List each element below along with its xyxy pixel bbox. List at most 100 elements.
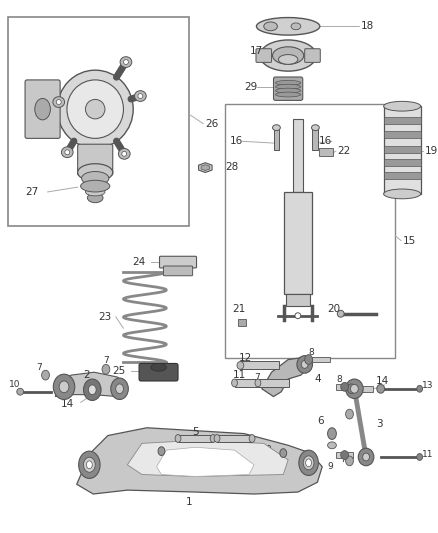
Ellipse shape xyxy=(346,379,363,399)
Text: 3: 3 xyxy=(376,419,382,429)
Ellipse shape xyxy=(17,389,24,395)
Ellipse shape xyxy=(297,356,312,373)
Ellipse shape xyxy=(417,454,423,461)
Ellipse shape xyxy=(134,91,146,101)
Bar xyxy=(384,106,420,194)
Ellipse shape xyxy=(276,84,301,89)
Bar xyxy=(384,159,420,166)
Polygon shape xyxy=(201,165,209,171)
Ellipse shape xyxy=(111,378,128,400)
Ellipse shape xyxy=(102,365,110,374)
Bar xyxy=(312,128,318,150)
Text: 9: 9 xyxy=(266,445,272,454)
FancyBboxPatch shape xyxy=(139,364,178,381)
Bar xyxy=(284,192,311,294)
Polygon shape xyxy=(262,358,311,397)
Ellipse shape xyxy=(337,310,344,317)
Text: 11: 11 xyxy=(422,449,433,458)
FancyBboxPatch shape xyxy=(25,80,60,139)
Text: 27: 27 xyxy=(25,187,38,197)
Text: 13: 13 xyxy=(422,381,433,390)
Bar xyxy=(217,434,252,442)
Text: 11: 11 xyxy=(233,370,246,380)
Text: 7: 7 xyxy=(36,363,42,372)
Ellipse shape xyxy=(257,18,320,35)
Text: 23: 23 xyxy=(98,312,111,322)
Ellipse shape xyxy=(260,40,316,71)
Ellipse shape xyxy=(210,434,216,442)
Text: 28: 28 xyxy=(225,161,238,172)
Ellipse shape xyxy=(276,88,301,93)
Ellipse shape xyxy=(279,54,298,64)
Text: 15: 15 xyxy=(403,236,417,246)
Ellipse shape xyxy=(280,449,286,457)
Bar xyxy=(384,146,420,152)
Ellipse shape xyxy=(341,383,349,391)
Ellipse shape xyxy=(341,451,349,459)
Text: 24: 24 xyxy=(132,257,145,267)
Ellipse shape xyxy=(232,379,237,387)
Text: 8: 8 xyxy=(309,348,314,357)
Text: 21: 21 xyxy=(233,304,246,314)
Text: 29: 29 xyxy=(244,82,258,92)
Ellipse shape xyxy=(122,151,127,156)
Text: 6: 6 xyxy=(318,416,324,426)
Ellipse shape xyxy=(81,172,109,185)
Ellipse shape xyxy=(84,457,95,472)
Bar xyxy=(240,361,279,369)
Bar xyxy=(336,452,353,458)
Ellipse shape xyxy=(264,22,277,31)
Ellipse shape xyxy=(79,451,100,479)
Text: 14: 14 xyxy=(376,376,389,386)
Ellipse shape xyxy=(299,450,318,475)
Polygon shape xyxy=(55,372,127,397)
Text: 22: 22 xyxy=(337,146,350,156)
Bar xyxy=(273,128,279,150)
FancyBboxPatch shape xyxy=(256,49,272,62)
Ellipse shape xyxy=(384,189,420,199)
Ellipse shape xyxy=(350,384,358,393)
Text: 4: 4 xyxy=(314,374,321,384)
Ellipse shape xyxy=(59,381,69,393)
FancyBboxPatch shape xyxy=(163,266,193,276)
Ellipse shape xyxy=(276,80,301,85)
Bar xyxy=(178,434,213,442)
Ellipse shape xyxy=(303,456,314,470)
Ellipse shape xyxy=(88,385,96,394)
Text: 19: 19 xyxy=(424,146,438,156)
Ellipse shape xyxy=(84,379,101,400)
Ellipse shape xyxy=(151,364,166,372)
Ellipse shape xyxy=(291,23,301,30)
Ellipse shape xyxy=(67,80,124,139)
Text: 14: 14 xyxy=(61,399,74,409)
Ellipse shape xyxy=(272,47,304,64)
Ellipse shape xyxy=(118,149,130,159)
FancyBboxPatch shape xyxy=(273,77,303,100)
Ellipse shape xyxy=(301,360,308,368)
Ellipse shape xyxy=(124,60,128,64)
Ellipse shape xyxy=(328,428,336,439)
FancyBboxPatch shape xyxy=(305,49,320,62)
Ellipse shape xyxy=(237,361,244,369)
Text: 2: 2 xyxy=(84,370,90,380)
Bar xyxy=(8,17,189,226)
Bar xyxy=(293,119,303,192)
Text: 10: 10 xyxy=(8,381,20,390)
Bar xyxy=(384,117,420,124)
Ellipse shape xyxy=(311,125,319,131)
Ellipse shape xyxy=(85,99,105,119)
Text: 25: 25 xyxy=(113,366,126,376)
Bar xyxy=(312,357,330,362)
Text: 5: 5 xyxy=(192,426,199,437)
FancyBboxPatch shape xyxy=(159,256,197,268)
Bar xyxy=(286,294,310,306)
Text: 20: 20 xyxy=(327,304,340,314)
Bar xyxy=(319,148,333,156)
Ellipse shape xyxy=(175,434,181,442)
Ellipse shape xyxy=(57,100,61,104)
Text: 7: 7 xyxy=(340,455,346,464)
Bar xyxy=(336,384,353,390)
Ellipse shape xyxy=(35,99,50,120)
Ellipse shape xyxy=(61,147,73,158)
Text: 7: 7 xyxy=(254,373,260,382)
